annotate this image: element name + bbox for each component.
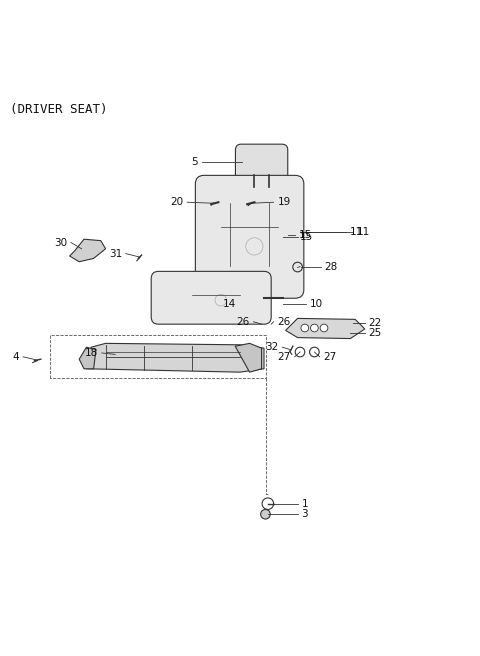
Text: 5: 5 [191, 157, 198, 167]
Text: 3: 3 [301, 509, 308, 520]
Text: (DRIVER SEAT): (DRIVER SEAT) [10, 104, 107, 116]
Text: 10: 10 [310, 300, 323, 310]
Circle shape [311, 324, 318, 332]
FancyBboxPatch shape [195, 175, 304, 298]
Text: 27: 27 [324, 352, 337, 362]
Text: 22: 22 [369, 318, 382, 328]
Text: 26: 26 [236, 317, 250, 327]
Circle shape [320, 324, 328, 332]
Text: 27: 27 [277, 352, 291, 362]
Text: 30: 30 [54, 237, 67, 247]
Text: 15: 15 [299, 230, 312, 240]
Polygon shape [286, 318, 365, 338]
FancyBboxPatch shape [236, 144, 288, 180]
Polygon shape [86, 343, 264, 372]
Text: 28: 28 [324, 262, 338, 272]
Text: 26: 26 [277, 317, 291, 327]
Text: 20: 20 [170, 197, 183, 207]
Polygon shape [70, 239, 106, 262]
Text: 14: 14 [223, 300, 236, 310]
Circle shape [301, 324, 309, 332]
Text: 25: 25 [369, 328, 382, 338]
Polygon shape [79, 347, 96, 369]
Polygon shape [235, 343, 262, 372]
Text: 11: 11 [357, 227, 370, 237]
Text: 18: 18 [84, 348, 98, 358]
Text: 32: 32 [265, 342, 278, 352]
FancyBboxPatch shape [151, 272, 271, 324]
Text: 4: 4 [12, 352, 19, 362]
Text: 31: 31 [108, 249, 122, 258]
Text: 15: 15 [300, 232, 313, 242]
Text: 19: 19 [277, 197, 291, 207]
Text: 1: 1 [301, 499, 308, 508]
Circle shape [261, 510, 270, 519]
Text: 11: 11 [349, 227, 363, 237]
